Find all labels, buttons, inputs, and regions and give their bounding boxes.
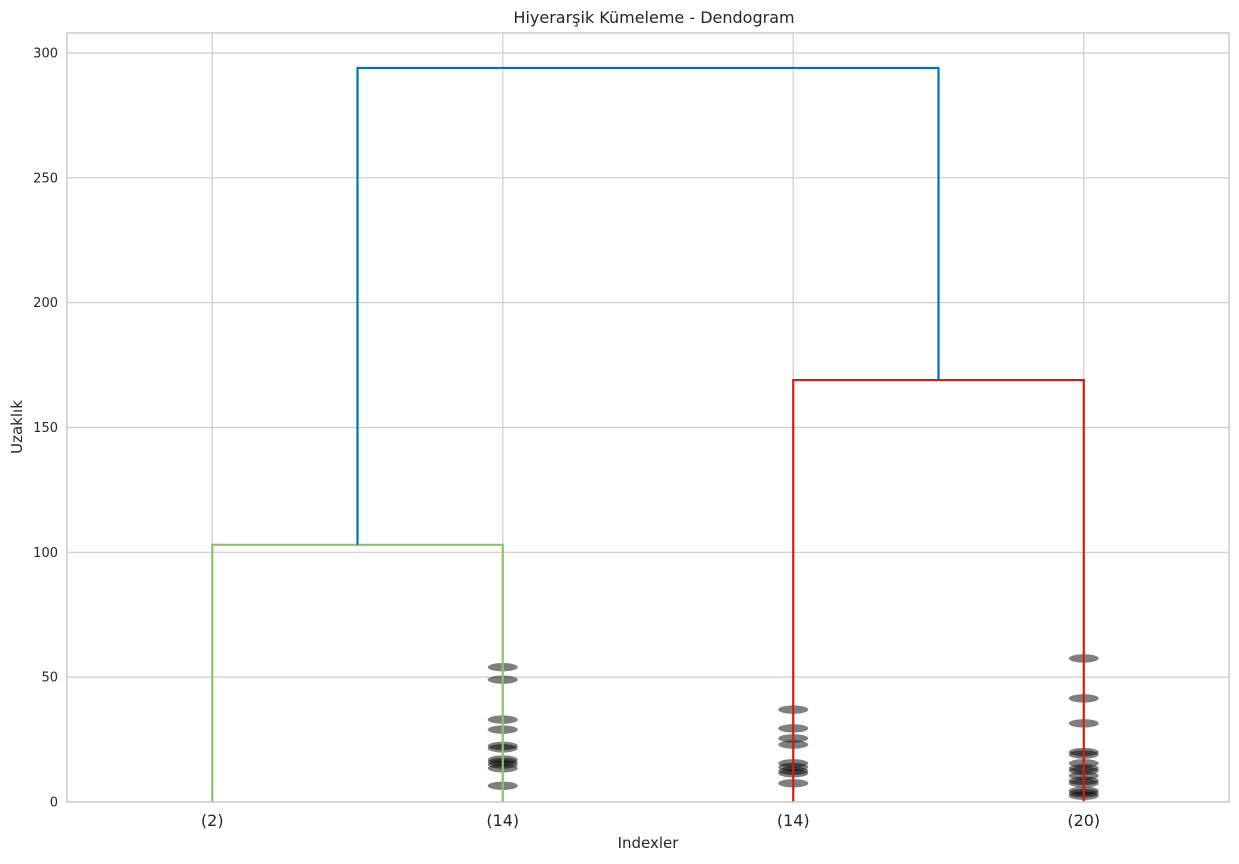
- y-tick-label: 0: [50, 796, 58, 811]
- y-tick-label: 100: [33, 546, 58, 561]
- x-tick-label: (2): [201, 811, 224, 830]
- x-axis-label: Indexler: [618, 834, 680, 852]
- x-tick-label: (14): [777, 811, 810, 830]
- y-axis-label: Uzaklık: [8, 400, 26, 454]
- link-layer: [211, 66, 1085, 802]
- x-tick-labels: (2) (14) (14) (20): [201, 811, 1100, 830]
- plot-frame: [66, 32, 1230, 803]
- dendrogram-link: [211, 543, 504, 802]
- dendrogram-link: [356, 66, 940, 545]
- dendrogram-link: [792, 378, 1085, 802]
- chart-title: Hiyerarşik Kümeleme - Dendogram: [513, 8, 794, 27]
- y-tick-label: 250: [33, 171, 58, 186]
- y-tick-label: 200: [33, 296, 58, 311]
- x-tick-label: (20): [1067, 811, 1100, 830]
- x-tick-label: (14): [486, 811, 519, 830]
- y-tick-labels: 0 50 100 150 200 250 300: [33, 46, 58, 810]
- y-tick-label: 300: [33, 46, 58, 61]
- y-tick-label: 50: [41, 671, 58, 686]
- y-tick-label: 150: [33, 421, 58, 436]
- grid-layer: [67, 33, 1229, 803]
